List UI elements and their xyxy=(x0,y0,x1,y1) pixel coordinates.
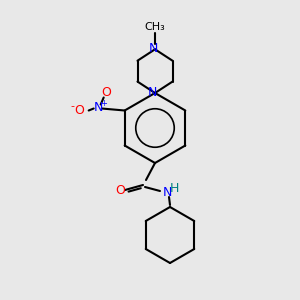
Text: +: + xyxy=(100,99,107,108)
Text: -: - xyxy=(71,101,75,112)
Text: N: N xyxy=(162,187,172,200)
Text: N: N xyxy=(94,101,104,114)
Text: O: O xyxy=(115,184,125,197)
Text: O: O xyxy=(101,86,111,99)
Text: O: O xyxy=(74,104,84,117)
Text: N: N xyxy=(148,42,158,55)
Text: CH₃: CH₃ xyxy=(145,22,165,32)
Text: H: H xyxy=(169,182,179,196)
Text: N: N xyxy=(147,86,157,100)
